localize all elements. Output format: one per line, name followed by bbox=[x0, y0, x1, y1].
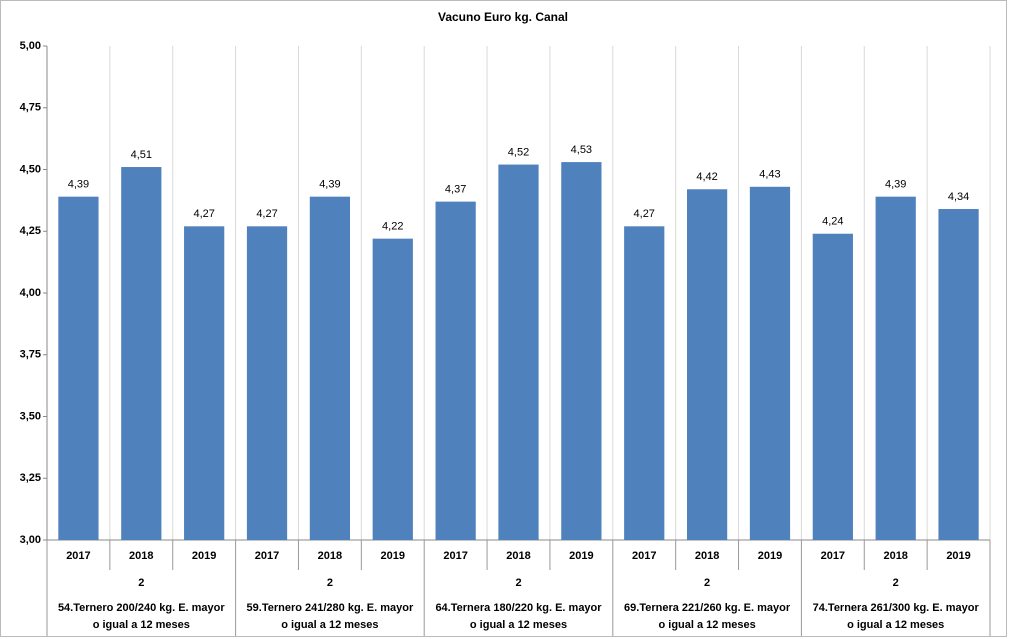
group-level-label: 2 bbox=[327, 577, 333, 589]
data-label: 4,27 bbox=[634, 208, 655, 220]
group-level-label: 2 bbox=[893, 577, 899, 589]
data-label: 4,39 bbox=[319, 179, 340, 191]
group-label: 69.Ternera 221/260 kg. E. mayor bbox=[624, 602, 791, 614]
y-tick-label: 3,00 bbox=[20, 534, 41, 546]
bar bbox=[435, 201, 476, 541]
bar bbox=[749, 186, 791, 541]
data-label: 4,52 bbox=[508, 146, 529, 158]
bar bbox=[938, 209, 979, 540]
data-label: 4,43 bbox=[759, 169, 780, 181]
bar bbox=[309, 196, 351, 541]
data-label: 4,37 bbox=[445, 184, 466, 196]
group-label: o igual a 12 meses bbox=[93, 619, 190, 631]
data-label: 4,39 bbox=[68, 179, 89, 191]
x-tick-label: 2019 bbox=[758, 550, 782, 562]
data-label: 4,42 bbox=[696, 171, 717, 183]
group-label: o igual a 12 meses bbox=[281, 619, 378, 631]
data-label: 4,27 bbox=[256, 208, 277, 220]
y-tick-label: 3,75 bbox=[20, 349, 41, 361]
x-tick-label: 2017 bbox=[66, 550, 90, 562]
x-tick-label: 2019 bbox=[946, 550, 970, 562]
bar bbox=[372, 238, 413, 540]
x-tick-label: 2017 bbox=[255, 550, 279, 562]
x-tick-label: 2018 bbox=[695, 550, 719, 562]
x-tick-label: 2017 bbox=[821, 550, 845, 562]
x-tick-label: 2017 bbox=[632, 550, 656, 562]
data-label: 4,39 bbox=[885, 179, 906, 191]
bar bbox=[812, 233, 853, 540]
data-label: 4,22 bbox=[382, 221, 403, 233]
y-tick-label: 4,25 bbox=[20, 225, 41, 237]
bar bbox=[624, 226, 665, 540]
group-label: 64.Ternera 180/220 kg. E. mayor bbox=[435, 602, 602, 614]
group-label: 59.Ternero 241/280 kg. E. mayor bbox=[247, 602, 414, 614]
data-label: 4,34 bbox=[948, 191, 969, 203]
data-label: 4,53 bbox=[571, 144, 592, 156]
data-label: 4,24 bbox=[822, 216, 843, 228]
x-tick-label: 2018 bbox=[129, 550, 153, 562]
y-tick-label: 4,50 bbox=[20, 163, 41, 175]
data-label: 4,27 bbox=[193, 208, 214, 220]
bar bbox=[498, 164, 539, 540]
group-label: o igual a 12 meses bbox=[658, 619, 755, 631]
group-label: o igual a 12 meses bbox=[847, 619, 944, 631]
x-tick-label: 2019 bbox=[569, 550, 593, 562]
y-tick-label: 5,00 bbox=[20, 40, 41, 52]
group-label: 74.Ternera 261/300 kg. E. mayor bbox=[813, 602, 980, 614]
x-tick-label: 2019 bbox=[192, 550, 216, 562]
group-level-label: 2 bbox=[138, 577, 144, 589]
group-label: 54.Ternero 200/240 kg. E. mayor bbox=[58, 602, 225, 614]
x-tick-label: 2018 bbox=[506, 550, 530, 562]
group-label: o igual a 12 meses bbox=[470, 619, 567, 631]
bar bbox=[184, 226, 225, 540]
x-tick-label: 2019 bbox=[381, 550, 405, 562]
bar bbox=[246, 226, 288, 540]
bar bbox=[875, 196, 916, 541]
bar bbox=[561, 162, 602, 540]
group-level-label: 2 bbox=[515, 577, 521, 589]
x-tick-label: 2017 bbox=[443, 550, 467, 562]
bar bbox=[686, 189, 728, 540]
y-tick-label: 3,25 bbox=[20, 472, 41, 484]
chart-title: Vacuno Euro kg. Canal bbox=[438, 10, 568, 24]
y-tick-label: 3,50 bbox=[20, 410, 41, 422]
y-tick-label: 4,00 bbox=[20, 287, 41, 299]
group-level-label: 2 bbox=[704, 577, 710, 589]
x-tick-label: 2018 bbox=[318, 550, 342, 562]
bar bbox=[58, 196, 99, 541]
bar bbox=[121, 167, 162, 540]
data-label: 4,51 bbox=[131, 149, 152, 161]
x-tick-label: 2018 bbox=[883, 550, 907, 562]
y-tick-label: 4,75 bbox=[20, 102, 41, 114]
